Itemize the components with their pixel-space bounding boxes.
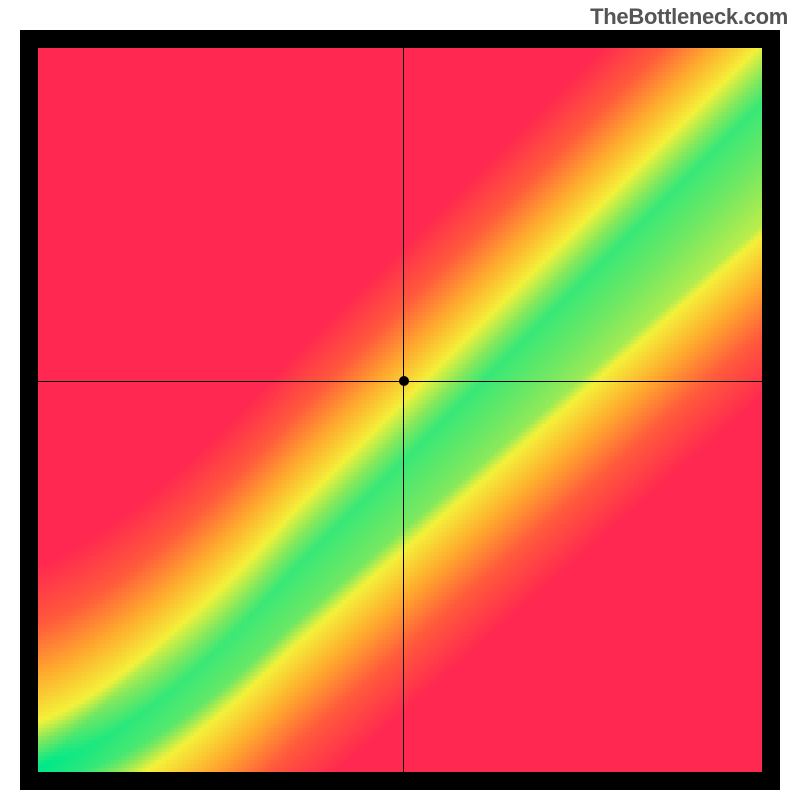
crosshair-marker [399, 376, 409, 386]
plot-frame [20, 30, 780, 790]
plot-area [38, 48, 762, 772]
crosshair-vertical [403, 48, 404, 772]
heatmap-canvas [38, 48, 762, 772]
watermark-text: TheBottleneck.com [590, 4, 788, 30]
